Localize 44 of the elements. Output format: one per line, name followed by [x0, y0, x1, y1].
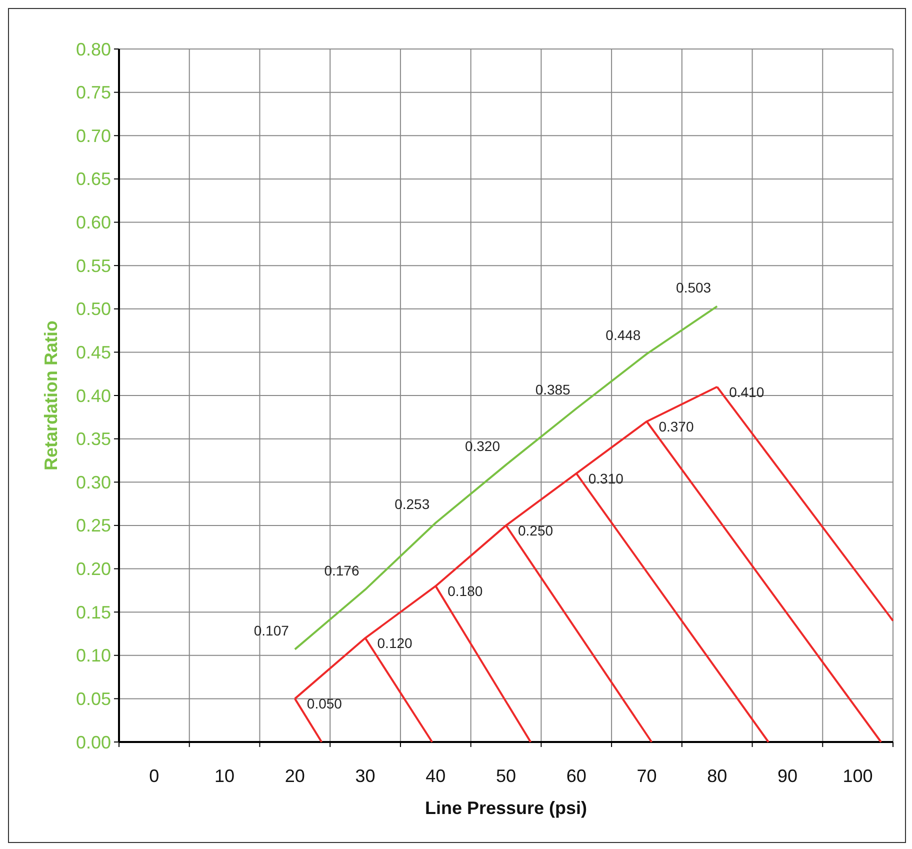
data-label: 0.180 — [448, 583, 483, 600]
x-tick-label: 80 — [707, 766, 728, 786]
y-tick-label: 0.75 — [76, 82, 111, 103]
y-tick-label: 0.40 — [76, 386, 111, 406]
x-tick-label: 40 — [426, 766, 446, 786]
y-tick-label: 0.15 — [76, 602, 111, 622]
y-tick-label: 0.05 — [76, 688, 111, 709]
x-tick-label: 70 — [636, 766, 657, 786]
y-tick-label: 0.80 — [76, 39, 111, 60]
x-tick-label: 50 — [496, 766, 516, 786]
data-label: 0.385 — [535, 381, 571, 398]
x-tick-label: 20 — [284, 766, 305, 786]
x-tick-label: 100 — [842, 766, 873, 786]
x-tick-label: 60 — [566, 766, 586, 786]
y-tick-label: 0.30 — [76, 472, 111, 492]
x-tick-label: 30 — [355, 766, 376, 786]
x-tick-label: 0 — [149, 766, 160, 786]
x-tick-label: 10 — [214, 766, 235, 786]
y-tick-label: 0.10 — [76, 646, 111, 666]
y-tick-label: 0.55 — [76, 256, 111, 276]
data-label: 0.370 — [658, 418, 694, 434]
y-tick-label: 0.00 — [76, 732, 111, 752]
data-label: 0.320 — [464, 438, 500, 454]
y-tick-label: 0.35 — [76, 429, 111, 450]
y-tick-label: 0.20 — [76, 559, 111, 580]
data-label: 0.503 — [676, 279, 712, 296]
data-label: 0.120 — [377, 635, 413, 652]
data-label: 0.448 — [606, 326, 641, 343]
data-label: 0.250 — [518, 522, 554, 538]
y-tick-label: 0.45 — [76, 342, 111, 362]
y-tick-label: 0.65 — [76, 169, 111, 190]
data-label: 0.050 — [306, 696, 342, 712]
x-axis-title: Line Pressure (psi) — [424, 798, 588, 818]
data-label: 0.107 — [254, 622, 290, 638]
y-tick-label: 0.60 — [76, 212, 111, 233]
data-label: 0.310 — [588, 470, 624, 486]
x-tick-label: 90 — [777, 766, 798, 786]
data-label: 0.176 — [324, 562, 360, 579]
y-tick-label: 0.25 — [76, 516, 111, 536]
y-tick-label: 0.70 — [76, 126, 111, 146]
data-label: 0.410 — [729, 384, 764, 400]
data-label: 0.253 — [394, 496, 430, 512]
y-axis-title: Retardation Ratio — [41, 320, 61, 471]
y-tick-label: 0.50 — [76, 299, 111, 320]
